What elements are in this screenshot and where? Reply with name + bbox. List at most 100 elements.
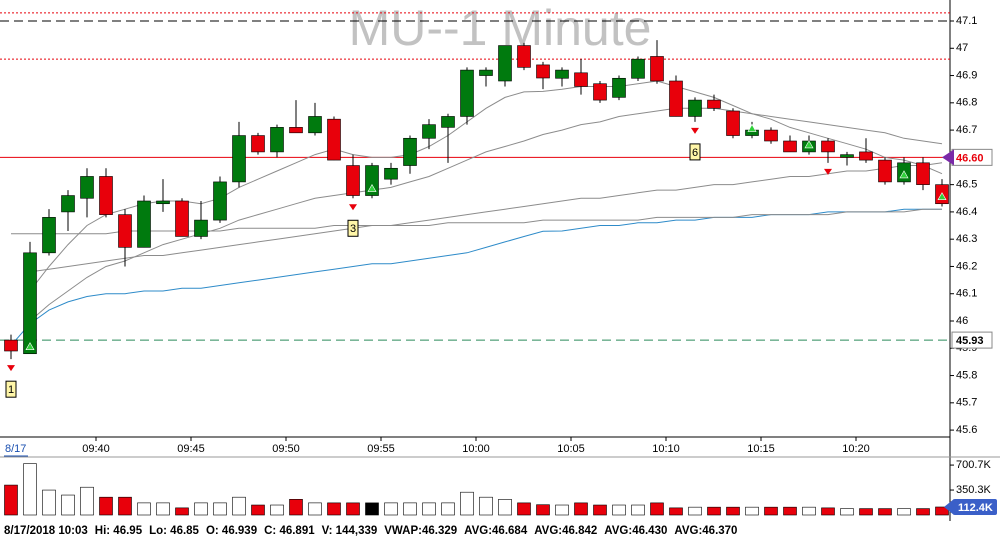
y-tick-label: 46.2: [956, 260, 977, 272]
y-tick-label: 47.1: [956, 15, 977, 27]
x-tick-label: 10:15: [747, 443, 775, 455]
candle-body: [232, 135, 246, 183]
candle-body: [536, 64, 550, 79]
y-tick-label: 47: [956, 42, 968, 54]
volume-bar: [403, 502, 417, 516]
signal-box: [5, 380, 17, 398]
candle-body: [783, 140, 797, 153]
x-tick-label: 09:40: [82, 443, 110, 455]
volume-bar: [821, 507, 835, 516]
volume-bar: [764, 506, 778, 516]
volume-bar: [156, 502, 170, 516]
volume-bar: [289, 499, 303, 516]
candle-body: [916, 162, 930, 185]
candle-body: [251, 135, 265, 153]
signal-label: 1: [8, 384, 14, 396]
volume-bar: [479, 496, 493, 516]
volume-bar: [327, 502, 341, 516]
volume-bar: [745, 506, 759, 516]
signal-box: [689, 143, 701, 161]
candle-body: [194, 219, 208, 237]
volume-bar: [574, 502, 588, 516]
volume-bar: [4, 484, 18, 516]
volume-bar: [517, 502, 531, 516]
volume-bar: [498, 499, 512, 516]
y-tick-label: 46.4: [956, 206, 977, 218]
volume-bar: [384, 502, 398, 516]
volume-bar: [840, 508, 854, 516]
volume-bar: [441, 502, 455, 516]
volume-tick-label: 700.7K: [956, 459, 992, 471]
volume-bar: [726, 506, 740, 516]
candle-body: [631, 58, 645, 79]
volume-bar: [669, 507, 683, 516]
level-badge: [951, 331, 993, 349]
signal-down: [691, 127, 699, 134]
volume-bar: [460, 491, 474, 516]
candle-body: [270, 127, 284, 153]
status-field: O: 46.939: [205, 524, 258, 537]
volume-badge-label: 112.4K: [958, 502, 993, 514]
volume-tick-label: 350.3K: [956, 484, 992, 496]
volume-bar: [251, 504, 265, 516]
x-tick-label: 09:45: [177, 443, 205, 455]
volume-bar: [593, 504, 607, 516]
candle-body: [517, 45, 531, 68]
volume-bar: [23, 463, 37, 516]
status-field: AVG:46.430: [604, 524, 668, 537]
y-tick-label: 46.5: [956, 179, 977, 191]
status-field: Lo: 46.85: [149, 524, 199, 537]
volume-bar: [232, 496, 246, 516]
status-field: AVG:46.684: [464, 524, 528, 537]
signal-down: [824, 168, 832, 175]
volume-bar: [650, 502, 664, 516]
candle-body: [80, 176, 94, 199]
candle-body: [650, 56, 664, 82]
candle-body: [175, 200, 189, 237]
y-tick-label: 45.7: [956, 397, 977, 409]
candle-body: [574, 72, 588, 87]
y-tick-label: 46.1: [956, 288, 977, 300]
candle-body: [403, 137, 417, 166]
x-tick-label: 10:00: [462, 443, 490, 455]
candle-body: [498, 45, 512, 82]
candle-body: [384, 167, 398, 180]
status-field: Hi: 46.95: [94, 524, 143, 537]
signal-up: [25, 342, 35, 351]
candle-body: [118, 214, 132, 248]
signal-up: [747, 123, 757, 132]
volume-bar: [878, 508, 892, 516]
candle-body: [327, 118, 341, 161]
y-tick-label: 46.9: [956, 69, 977, 81]
candle-body: [669, 80, 683, 117]
candle-body: [346, 165, 360, 196]
candle-body: [555, 69, 569, 79]
candle-body: [707, 99, 721, 109]
volume-bar: [137, 502, 151, 516]
candle-body: [726, 110, 740, 136]
candle-body: [878, 159, 892, 183]
level-label: 45.93: [956, 335, 984, 347]
volume-bar: [61, 494, 75, 516]
candle-body: [308, 116, 322, 134]
x-tick-label: 10:20: [842, 443, 870, 455]
volume-bar: [80, 486, 94, 516]
y-tick-label: 46.3: [956, 233, 977, 245]
volume-bar: [916, 508, 930, 516]
status-field: C: 46.891: [264, 524, 315, 537]
date-label: 8/17: [5, 443, 26, 455]
candle-body: [859, 151, 873, 161]
signal-box: [347, 219, 359, 237]
indicator-line: [29, 162, 943, 273]
candle-body: [479, 69, 493, 76]
volume-bar: [422, 502, 436, 516]
status-bar: 8/17/2018 10:03 Hi: 46.95 Lo: 46.85 O: 46.9…: [4, 522, 737, 539]
candle-body: [42, 217, 56, 254]
candle-body: [612, 77, 626, 98]
candle-body: [460, 69, 474, 117]
y-tick-label: 45.6: [956, 424, 977, 436]
volume-bar: [213, 502, 227, 516]
x-tick-label: 09:55: [367, 443, 395, 455]
